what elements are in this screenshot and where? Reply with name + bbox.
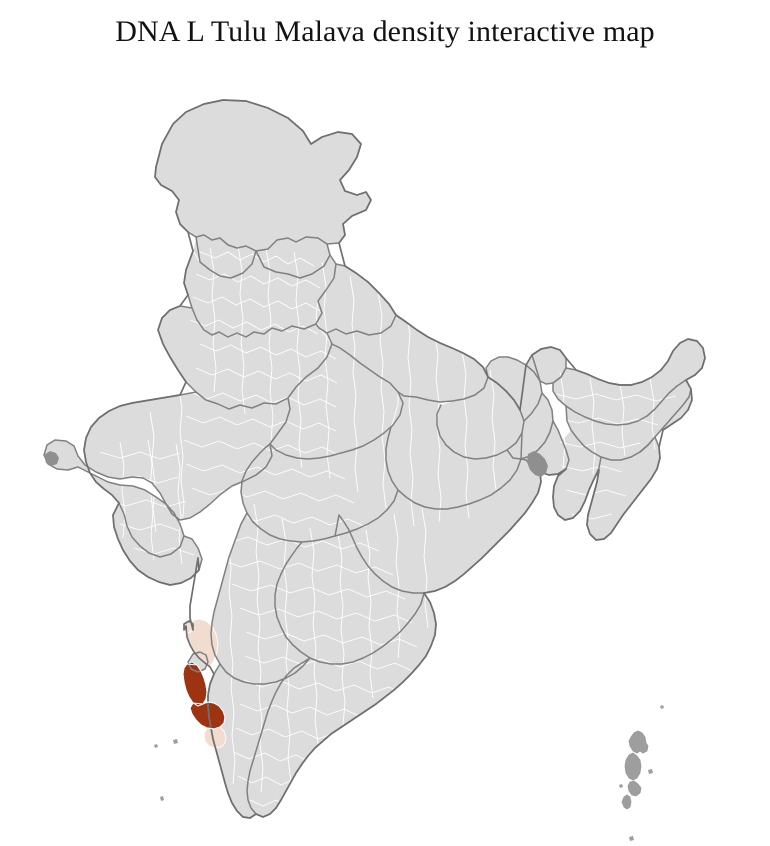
island-little-andaman[interactable] [621,794,632,810]
island-speck [619,784,623,788]
india-map[interactable] [0,52,770,846]
lakshadweep-islands[interactable] [154,739,178,801]
map-svg[interactable] [0,52,770,846]
andaman-nicobar-islands[interactable] [619,705,664,846]
island-speck [160,796,164,801]
island-speck [629,836,634,841]
island-north-andaman[interactable] [628,730,649,754]
kutch-west-tip [44,451,59,466]
district-region[interactable] [155,100,371,251]
coast-highlight-outline [182,663,226,730]
sundarbans-delta [527,451,548,477]
island-speck [173,739,178,744]
island-south-andaman[interactable] [627,780,642,797]
island-middle-andaman[interactable] [624,752,642,781]
island-speck [154,744,158,748]
island-speck [660,705,664,709]
island-speck [648,769,653,774]
coastal-dark-details [44,451,548,477]
country-outline-layer [84,100,705,818]
page-title: DNA L Tulu Malava density interactive ma… [115,15,655,48]
